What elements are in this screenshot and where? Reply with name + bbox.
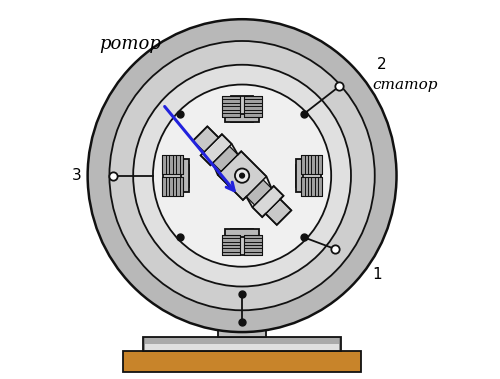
Polygon shape [296,159,304,193]
Polygon shape [200,134,232,165]
Bar [143,337,341,351]
Polygon shape [163,165,188,186]
Polygon shape [252,186,284,217]
Polygon shape [266,199,291,225]
Polygon shape [222,235,240,255]
Ellipse shape [110,41,374,310]
Polygon shape [246,180,272,205]
Bar [145,344,339,350]
Text: ротор: ротор [100,35,162,53]
Polygon shape [244,235,262,255]
Bar [124,351,361,372]
Bar [145,338,339,344]
Ellipse shape [133,65,351,287]
Polygon shape [225,114,259,122]
Circle shape [240,173,244,178]
Polygon shape [212,146,238,171]
Polygon shape [162,177,183,196]
Polygon shape [231,229,253,255]
Circle shape [235,169,249,183]
Text: 3: 3 [72,168,82,183]
Polygon shape [180,159,188,193]
Text: статор: статор [373,78,438,91]
Polygon shape [225,229,259,237]
Polygon shape [296,165,322,186]
Polygon shape [231,96,253,122]
Polygon shape [162,155,183,174]
Ellipse shape [88,19,397,332]
Polygon shape [301,177,322,196]
Ellipse shape [153,85,331,267]
Polygon shape [218,151,266,200]
Polygon shape [301,155,322,174]
Polygon shape [193,126,218,152]
Polygon shape [222,96,240,117]
Text: 1: 1 [373,266,382,282]
Text: 2: 2 [376,57,386,72]
Polygon shape [244,96,262,117]
Bar [218,322,266,337]
